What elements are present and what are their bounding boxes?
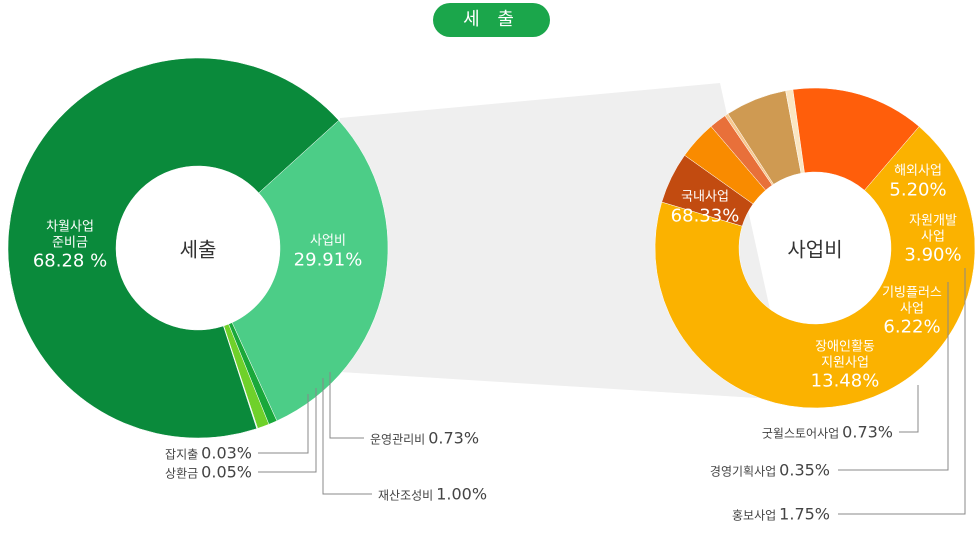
segment-name: 굿윌스토어사업 <box>761 426 840 441</box>
segment-name: 기빙플러스 사업 <box>882 285 942 317</box>
segment-value: 0.35% <box>779 460 830 480</box>
center-title: 사업비 <box>787 237 843 262</box>
segment-name: 국내사업 <box>681 189 729 205</box>
leader-line <box>838 282 949 471</box>
segment-name: 운영관리비 <box>370 432 426 447</box>
segment-value: 29.91% <box>293 249 363 270</box>
segment-label: 자원개발사업 3.90% <box>904 214 961 267</box>
segment-name: 상환금 <box>165 466 199 481</box>
segment-value: 0.03% <box>201 443 252 463</box>
segment-name: 사업비 <box>310 233 346 249</box>
leader-line <box>322 378 372 495</box>
segment-value: 68.28 % <box>32 250 108 272</box>
segment-label: 국내사업 68.33% <box>671 189 740 226</box>
segment-label: 경영기획사업 0.35% <box>710 460 830 479</box>
segment-value: 68.33% <box>670 205 740 226</box>
segment-label: 상환금 0.05% <box>165 462 252 481</box>
segment-name: 장애인활동 지원사업 <box>815 339 875 371</box>
leader-line <box>329 372 364 439</box>
segment-name: 재산조성비 <box>378 488 434 503</box>
segment-label: 기빙플러스 사업 6.22% <box>882 286 942 339</box>
segment-name: 경영기획사업 <box>709 464 777 479</box>
segment-value: 5.20% <box>889 179 947 200</box>
segment-value: 0.73% <box>842 422 893 442</box>
leader-line <box>258 388 317 473</box>
donut-segment <box>7 57 340 439</box>
leader-line <box>258 394 309 454</box>
leader-line <box>899 385 919 433</box>
segment-name: 자원개발사업 <box>909 213 957 245</box>
segment-value: 6.22% <box>883 316 941 338</box>
segment-value: 0.05% <box>201 462 252 482</box>
segment-label: 운영관리비 0.73% <box>370 428 479 447</box>
leader-line <box>838 268 966 515</box>
segment-value: 0.73% <box>428 428 480 448</box>
segment-name: 잡지출 <box>165 447 199 462</box>
heading: 세 출 <box>433 3 550 37</box>
segment-name: 해외사업 <box>894 163 942 179</box>
segment-label: 잡지출 0.03% <box>165 443 252 462</box>
segment-value: 3.90% <box>904 244 962 266</box>
segment-label: 홍보사업 1.75% <box>732 504 830 523</box>
donut-segment <box>792 87 920 191</box>
segment-label: 장애인활동 지원사업 13.48% <box>811 340 880 393</box>
segment-label: 해외사업 5.20% <box>889 163 946 200</box>
segment-label: 굿윌스토어사업 0.73% <box>762 422 893 441</box>
segment-label: 재산조성비 1.00% <box>378 484 487 503</box>
segment-label: 사업비 29.91% <box>294 233 363 270</box>
donut-segment <box>231 120 389 422</box>
segment-value: 1.00% <box>436 484 488 504</box>
donut-segment <box>654 126 976 409</box>
segment-value: 13.48% <box>810 370 880 392</box>
segment-name: 차월사업 준비금 <box>46 219 94 251</box>
segment-name: 홍보사업 <box>732 508 777 523</box>
segment-label: 차월사업 준비금 68.28 % <box>33 220 107 273</box>
segment-value: 1.75% <box>779 504 830 524</box>
center-title: 세출 <box>179 237 217 262</box>
